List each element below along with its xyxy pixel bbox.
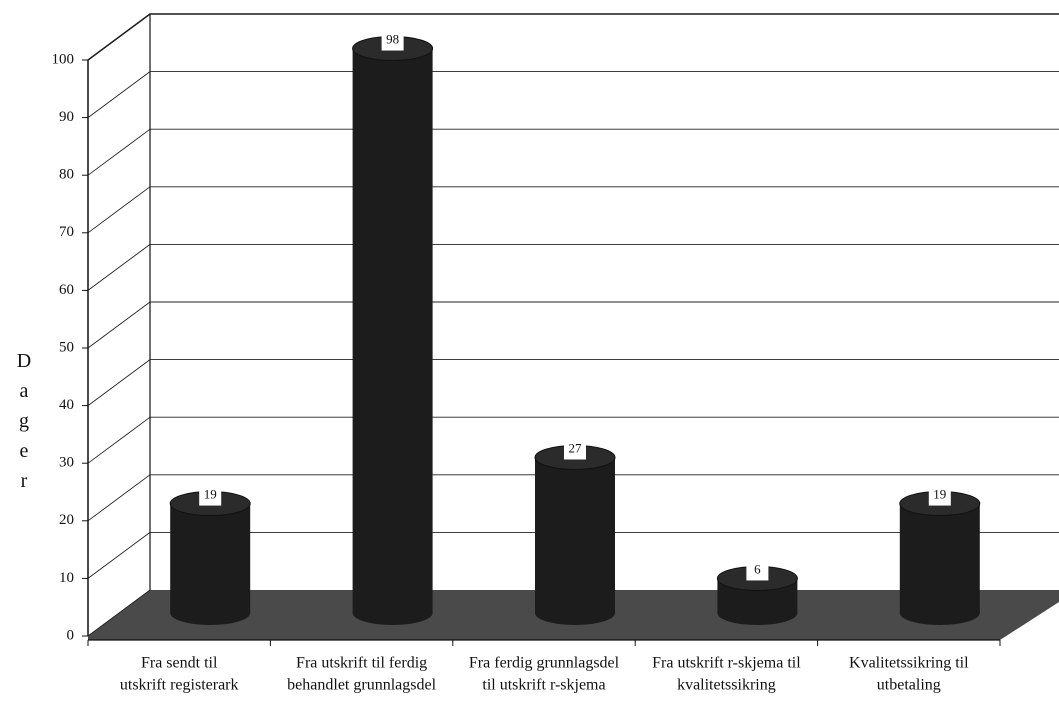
grid-line — [87, 589, 151, 637]
y-tick-label: 50 — [59, 339, 74, 355]
grid-line — [87, 359, 151, 406]
grid-line — [87, 71, 151, 118]
x-tick-label: Fra utskrift til ferdig — [296, 655, 427, 672]
value-label: 27 — [569, 440, 583, 455]
y-tick-label: 70 — [59, 224, 74, 240]
value-label: 6 — [754, 561, 761, 576]
value-label-box — [928, 487, 951, 506]
value-label-box — [746, 562, 769, 581]
grid-line — [87, 244, 151, 291]
y-tick-label: 80 — [59, 167, 74, 183]
cylinder-body — [899, 503, 980, 625]
y-tick-label: 60 — [59, 282, 74, 298]
y-tick-label: 20 — [59, 512, 74, 528]
x-tick-label: Fra utskrift r-skjema til — [652, 655, 801, 672]
y-tick-label: 40 — [59, 397, 74, 413]
value-label: 98 — [386, 32, 399, 47]
cylinder-body — [535, 457, 615, 625]
x-tick-label: Kvalitetssikring til — [849, 655, 969, 672]
x-tick-label: til utskrift r-skjema — [482, 677, 605, 694]
value-label: 19 — [204, 487, 217, 502]
y-tick-label: 30 — [59, 455, 74, 471]
grid-line — [87, 416, 151, 464]
y-tick-label: 10 — [59, 570, 74, 586]
value-label-box — [381, 32, 404, 51]
x-tick-label: kvalitetssikring — [677, 677, 776, 694]
cylinder-body — [717, 578, 798, 625]
cylinder-body — [352, 48, 433, 625]
cylinder-body — [170, 503, 251, 625]
grid-line — [87, 474, 151, 522]
y-axis-label: Dager — [13, 350, 35, 500]
grid-line — [87, 128, 151, 176]
x-tick-label: utskrift registerark — [120, 677, 239, 694]
y-tick-label: 90 — [59, 109, 74, 125]
grid-line — [87, 532, 151, 579]
value-label-box — [564, 441, 586, 460]
x-tick-label: behandlet grunnlagsdel — [287, 677, 436, 694]
grid-line — [87, 301, 151, 349]
x-tick-label: Fra ferdig grunnlagsdel — [469, 655, 620, 672]
grid-line — [87, 13, 151, 61]
y-tick-label: 100 — [52, 51, 75, 67]
value-label-box — [199, 487, 222, 506]
grid-line — [87, 186, 151, 234]
value-label: 19 — [933, 487, 946, 502]
x-tick-label: Fra sendt til — [141, 655, 218, 672]
y-tick-label: 0 — [67, 627, 75, 643]
x-tick-label: utbetaling — [877, 677, 941, 694]
